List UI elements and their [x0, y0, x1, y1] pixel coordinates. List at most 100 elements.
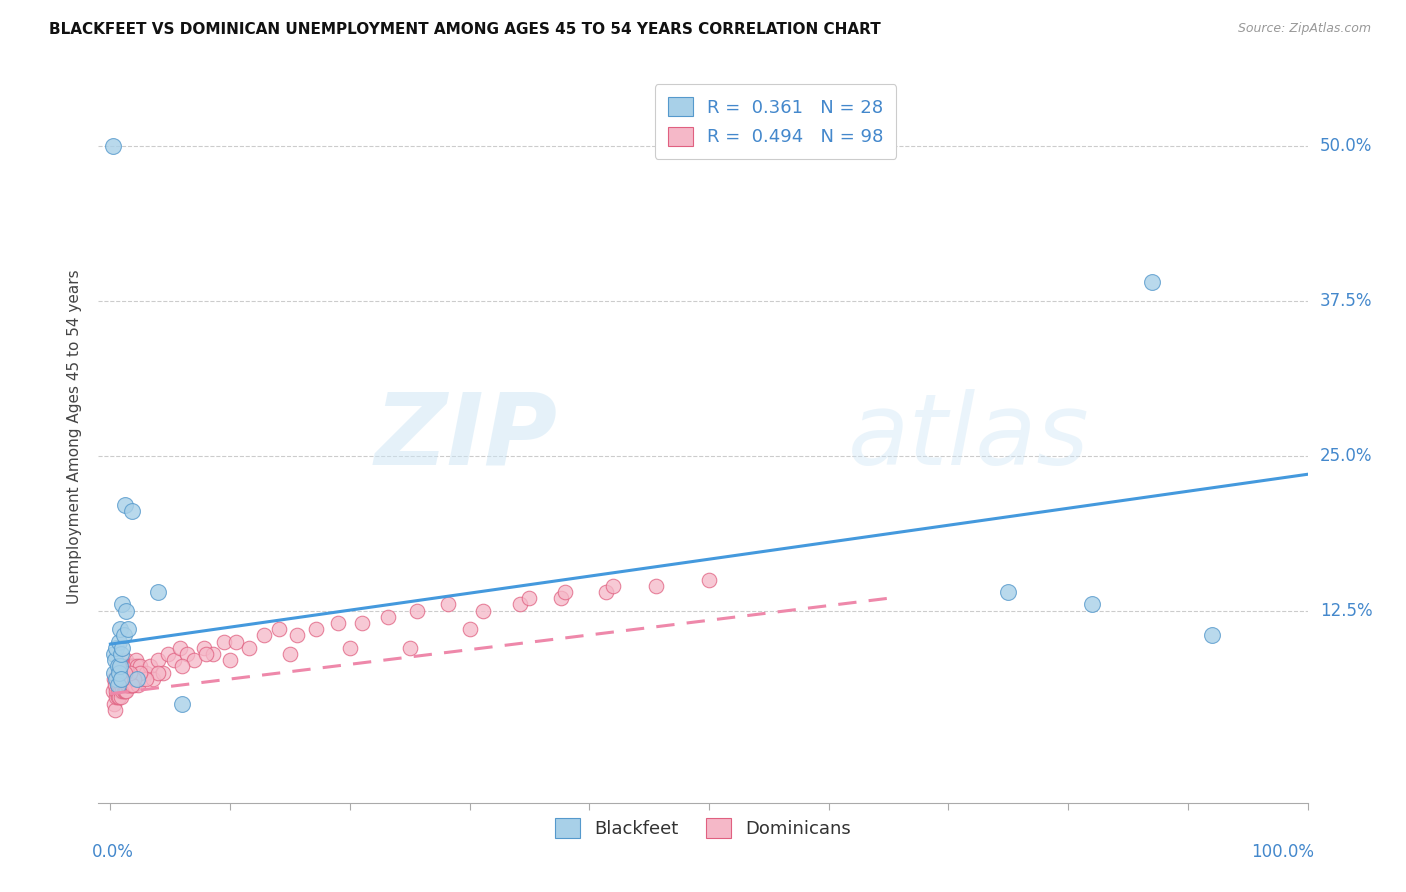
Point [118, 665, 141, 680]
Point [117, 678, 139, 692]
Point [124, 672, 146, 686]
Point [114, 665, 136, 680]
Point [172, 659, 194, 673]
Point [1201, 628, 1223, 642]
Point [148, 653, 170, 667]
Point [142, 672, 165, 686]
Point [121, 678, 143, 692]
Point [112, 684, 135, 698]
Point [107, 634, 129, 648]
Point [121, 659, 143, 673]
Point [101, 138, 124, 153]
Point [125, 672, 148, 686]
Point [595, 585, 617, 599]
Point [398, 640, 420, 655]
Point [115, 678, 138, 692]
Point [107, 665, 129, 680]
Point [550, 591, 572, 606]
Point [121, 678, 143, 692]
Point [176, 647, 198, 661]
Point [105, 672, 128, 686]
Point [108, 672, 131, 686]
Text: 25.0%: 25.0% [1320, 447, 1372, 465]
Point [107, 659, 129, 673]
Point [125, 659, 148, 673]
Point [101, 684, 124, 698]
Point [350, 615, 373, 630]
Point [108, 659, 131, 673]
Point [152, 665, 174, 680]
Point [111, 672, 134, 686]
Point [377, 610, 399, 624]
Point [305, 622, 328, 636]
Point [148, 585, 170, 599]
Point [115, 665, 138, 680]
Text: 0.0%: 0.0% [93, 843, 134, 861]
Point [602, 579, 624, 593]
Point [172, 697, 194, 711]
Point [225, 634, 247, 648]
Point [108, 684, 131, 698]
Text: 50.0%: 50.0% [1320, 136, 1372, 154]
Point [104, 703, 127, 717]
Text: ZIP: ZIP [375, 389, 558, 485]
Point [1081, 598, 1104, 612]
Point [471, 604, 494, 618]
Legend: Blackfeet, Dominicans: Blackfeet, Dominicans [544, 807, 862, 848]
Point [115, 653, 138, 667]
Point [108, 622, 131, 636]
Point [139, 659, 162, 673]
Point [163, 653, 186, 667]
Point [117, 659, 139, 673]
Point [120, 678, 142, 692]
Point [110, 665, 132, 680]
Point [115, 684, 138, 698]
Point [132, 672, 155, 686]
Point [114, 665, 136, 680]
Point [115, 672, 138, 686]
Point [105, 684, 128, 698]
Point [169, 640, 191, 655]
Point [697, 573, 720, 587]
Point [519, 591, 541, 606]
Point [219, 653, 242, 667]
Point [269, 622, 291, 636]
Text: Source: ZipAtlas.com: Source: ZipAtlas.com [1237, 22, 1371, 36]
Point [121, 504, 143, 518]
Point [127, 678, 149, 692]
Point [458, 622, 481, 636]
Point [117, 622, 139, 636]
Point [148, 665, 170, 680]
Point [509, 598, 531, 612]
Point [107, 690, 129, 705]
Point [112, 672, 135, 686]
Point [124, 659, 146, 673]
Point [212, 634, 235, 648]
Point [285, 628, 308, 642]
Point [107, 665, 129, 680]
Point [183, 653, 205, 667]
Text: 12.5%: 12.5% [1320, 601, 1372, 620]
Point [997, 585, 1019, 599]
Point [103, 672, 125, 686]
Point [114, 659, 136, 673]
Point [124, 678, 146, 692]
Point [105, 690, 128, 705]
Point [111, 672, 134, 686]
Point [107, 659, 129, 673]
Text: BLACKFEET VS DOMINICAN UNEMPLOYMENT AMONG AGES 45 TO 54 YEARS CORRELATION CHART: BLACKFEET VS DOMINICAN UNEMPLOYMENT AMON… [49, 22, 882, 37]
Point [118, 659, 141, 673]
Point [202, 647, 225, 661]
Point [156, 647, 179, 661]
Point [124, 653, 146, 667]
Point [107, 678, 129, 692]
Point [193, 640, 215, 655]
Point [195, 647, 218, 661]
Point [107, 678, 129, 692]
Point [111, 659, 134, 673]
Point [107, 690, 129, 705]
Point [104, 678, 127, 692]
Point [135, 665, 157, 680]
Point [111, 684, 134, 698]
Point [107, 684, 129, 698]
